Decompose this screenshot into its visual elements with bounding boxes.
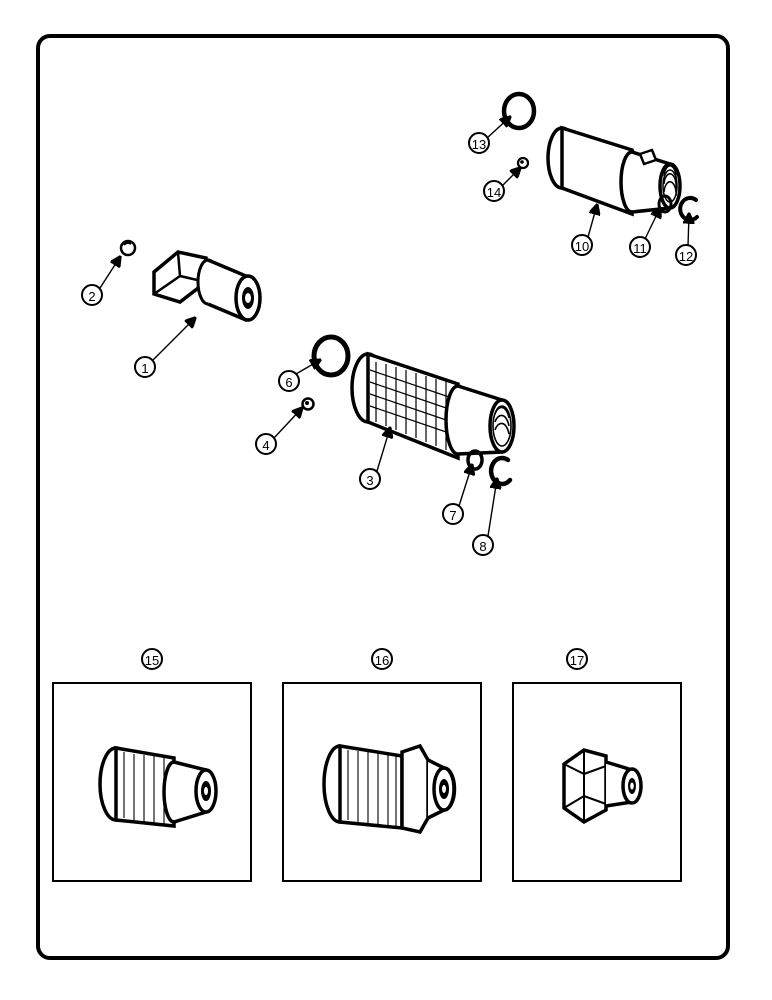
thumbnail-15 [52,682,252,882]
callout-14: 14 [483,180,505,202]
callout-13: 13 [468,132,490,154]
callout-6: 6 [278,370,300,392]
callout-17: 17 [566,648,588,670]
callout-2: 2 [81,284,103,306]
callout-15: 15 [141,648,163,670]
callout-8: 8 [472,534,494,556]
callout-3: 3 [359,468,381,490]
callout-11: 11 [629,236,651,258]
thumbnail-17 [512,682,682,882]
callout-16: 16 [371,648,393,670]
callout-1: 1 [134,356,156,378]
callout-4: 4 [255,433,277,455]
leader-lines [0,0,772,700]
thumbnail-16 [282,682,482,882]
callout-12: 12 [675,244,697,266]
callout-7: 7 [442,503,464,525]
callout-10: 10 [571,234,593,256]
